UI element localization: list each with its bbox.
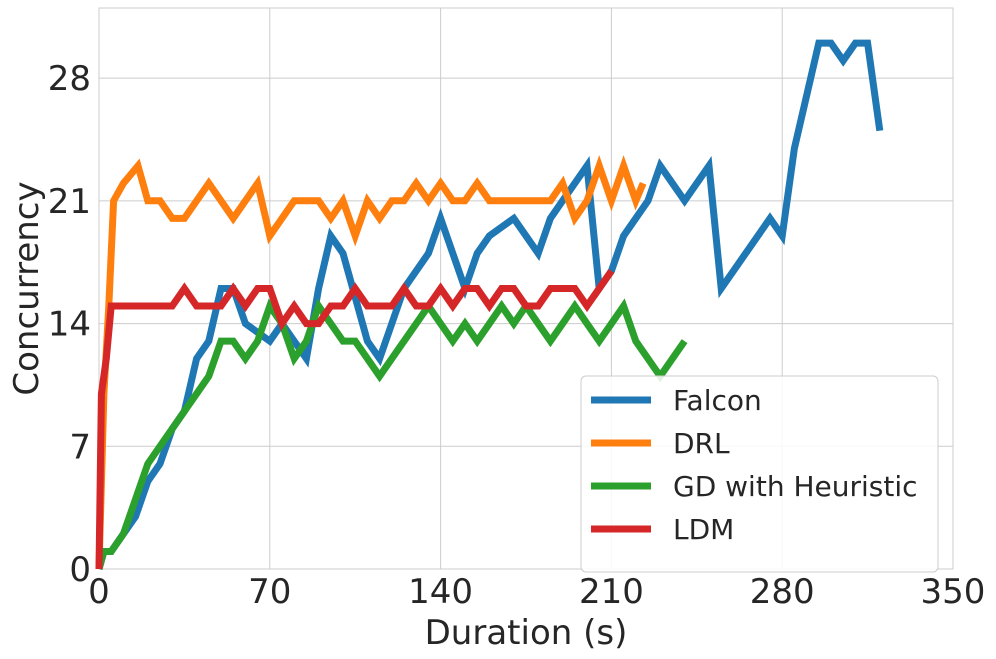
y-tick-label: 21 <box>48 182 91 222</box>
tick-labels: 0 70 140 210 280 350 0 7 14 21 28 <box>48 59 986 612</box>
series-line-ldm <box>95 268 615 570</box>
y-tick-label: 7 <box>69 427 91 467</box>
y-axis-label: Concurrency <box>7 181 47 395</box>
legend-label: GD with Heuristic <box>673 470 918 503</box>
series-line-gd-with-heuristic <box>95 298 688 570</box>
y-tick-label: 14 <box>48 305 91 345</box>
y-tick-label: 28 <box>48 59 91 99</box>
legend-box <box>580 375 939 573</box>
legend-label: DRL <box>673 427 730 460</box>
plot-frame <box>98 7 954 570</box>
legend: Falcon DRL GD with Heuristic LDM <box>580 375 939 573</box>
series-line-drl <box>95 155 647 570</box>
y-tick-label: 0 <box>69 550 91 590</box>
series-lines <box>95 39 884 570</box>
x-tick-label: 210 <box>579 572 644 612</box>
legend-label: Falcon <box>673 384 762 417</box>
x-tick-label: 350 <box>921 572 986 612</box>
series-line-falcon <box>95 39 884 570</box>
x-tick-label: 140 <box>408 572 473 612</box>
x-axis-label: Duration (s) <box>425 613 628 653</box>
x-tick-label: 0 <box>88 572 110 612</box>
legend-label: LDM <box>673 513 734 546</box>
x-tick-label: 70 <box>248 572 291 612</box>
x-tick-label: 280 <box>750 572 815 612</box>
